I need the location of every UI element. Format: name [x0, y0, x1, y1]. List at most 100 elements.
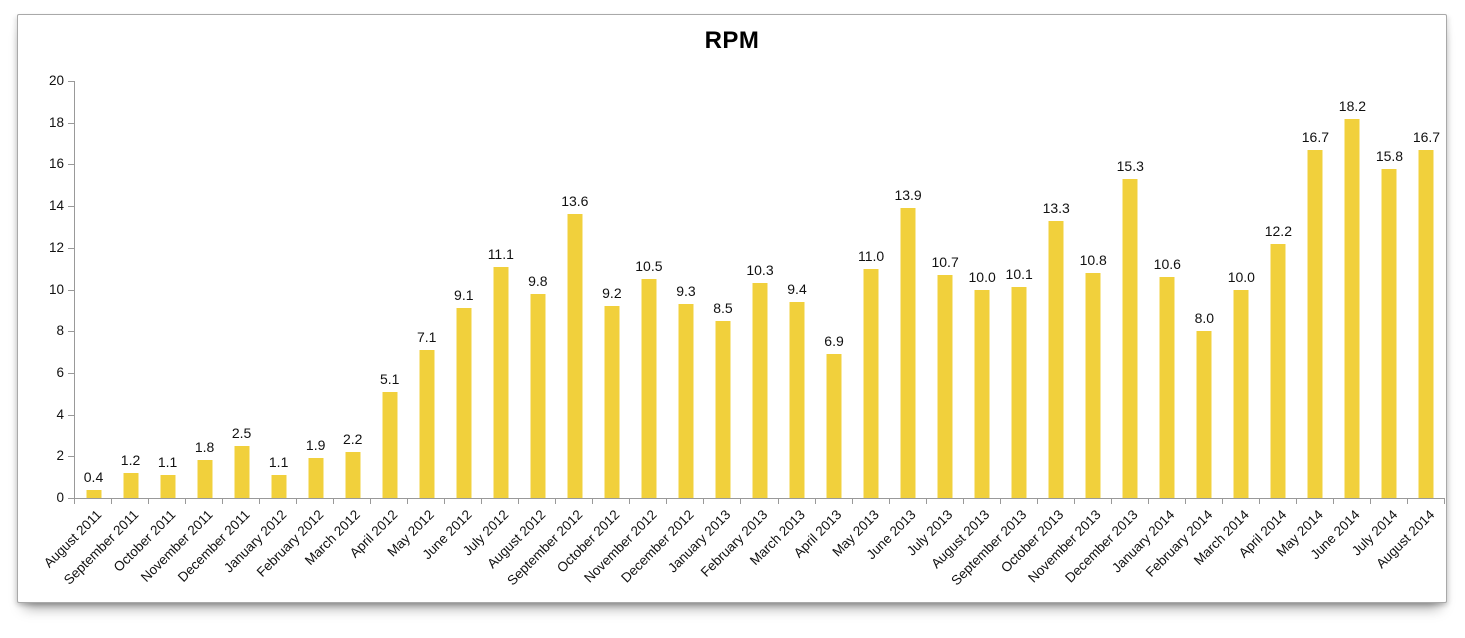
- bar-value-label: 10.1: [1005, 266, 1033, 283]
- bar: [1307, 149, 1323, 498]
- bar: [1159, 277, 1175, 498]
- bar-value-label: 0.4: [83, 468, 104, 485]
- bar-slot: 9.8 August 2012: [484, 81, 556, 572]
- bar-slot: 13.9 June 2013: [864, 81, 927, 562]
- bar-slot: 8.5 January 2013: [665, 81, 741, 576]
- bar-value-label: 1.8: [194, 439, 215, 456]
- bar-value-label: 10.0: [968, 268, 996, 285]
- bar-slot: 15.8 July 2014: [1349, 81, 1408, 559]
- bar: [456, 308, 472, 498]
- bar: [1344, 118, 1360, 498]
- bar: [789, 302, 805, 498]
- bar-slot: 10.6 January 2014: [1109, 81, 1186, 575]
- y-tick: [68, 206, 74, 208]
- bar: [826, 354, 842, 498]
- bar-slot: 10.0 March 2014: [1191, 81, 1260, 569]
- bar-slot: 9.2 October 2012: [554, 81, 630, 575]
- y-tick-label: 2: [56, 448, 64, 464]
- plot-area: 0 2 4 6 8 10 12 14 16 18 20 0.4 August 2011 1.2 Septem…: [41, 73, 1445, 588]
- bar-value-label: 13.3: [1042, 199, 1070, 216]
- bar: [604, 306, 620, 498]
- bar: [160, 475, 176, 498]
- bar: [974, 289, 990, 498]
- y-tick-label: 14: [48, 198, 64, 214]
- x-tick: [185, 498, 187, 504]
- bar-value-label: 13.9: [894, 187, 922, 204]
- bar-slot: 12.2 April 2014: [1235, 81, 1297, 561]
- bar: [419, 349, 435, 498]
- bar: [1048, 220, 1064, 498]
- bar-slot: 6.9 April 2013: [791, 81, 853, 560]
- bar-value-label: 1.1: [157, 454, 178, 471]
- bar: [863, 268, 879, 498]
- bar-slot: 16.7 August 2014: [1373, 81, 1445, 571]
- y-tick-label: 20: [48, 73, 64, 88]
- x-tick: [962, 498, 964, 504]
- bar-slot: 1.9 February 2012: [254, 81, 334, 579]
- x-tick: [148, 498, 150, 504]
- bar-slot: 9.4 March 2013: [747, 81, 816, 568]
- x-tick: [259, 498, 261, 504]
- bar-slot: 11.0 May 2013: [829, 81, 890, 560]
- x-tick: [111, 498, 113, 504]
- bar-value-label: 10.0: [1227, 268, 1255, 285]
- bar-value-label: 10.7: [931, 253, 959, 270]
- bar: [86, 489, 101, 498]
- bar: [308, 458, 324, 498]
- y-tick-label: 12: [48, 239, 64, 255]
- bar: [234, 445, 250, 498]
- bar-slot: 13.3 October 2013: [998, 81, 1075, 576]
- x-tick: [740, 498, 742, 504]
- bar-value-label: 9.3: [676, 283, 696, 300]
- y-tick-label: 4: [56, 406, 64, 422]
- bar-slot: 5.1 April 2012: [347, 81, 408, 561]
- bar: [123, 472, 139, 498]
- bar: [197, 460, 213, 498]
- bar-slot: 2.2 March 2012: [302, 81, 371, 568]
- bar-slot: 10.3 February 2013: [698, 81, 778, 579]
- x-tick: [518, 498, 520, 504]
- y-tick-label: 6: [56, 364, 64, 380]
- x-tick: [851, 498, 853, 504]
- bar-value-label: 6.9: [824, 333, 844, 350]
- bar-value-label: 10.5: [635, 258, 663, 275]
- bar-slot: 10.0 August 2013: [929, 81, 1001, 572]
- y-tick: [68, 164, 74, 166]
- bar-value-label: 11.0: [857, 247, 885, 264]
- y-tick: [68, 456, 74, 458]
- bar-value-label: 1.9: [305, 437, 326, 454]
- bar-value-label: 9.4: [787, 281, 807, 298]
- bar: [493, 266, 509, 498]
- bar-slot: 1.8 November 2011: [137, 81, 223, 584]
- bar-value-label: 8.5: [713, 299, 733, 316]
- bar: [1122, 179, 1138, 498]
- bar-value-label: 16.7: [1412, 128, 1441, 145]
- bar-slot: 9.1 June 2012: [419, 81, 482, 562]
- bar-value-label: 15.8: [1375, 147, 1404, 164]
- bar-slot: 0.4 August 2011: [41, 81, 112, 571]
- bar-slot: 13.6 September 2012: [504, 81, 593, 588]
- y-tick: [68, 81, 74, 82]
- bar: [715, 320, 731, 498]
- x-tick: [1221, 498, 1223, 504]
- x-tick: [592, 498, 594, 504]
- x-tick: [1444, 498, 1445, 504]
- bar-value-label: 10.3: [746, 262, 774, 279]
- x-tick: [1332, 498, 1334, 504]
- bar-slot: 1.2 September 2011: [61, 81, 149, 588]
- bar-slot: 1.1 October 2011: [110, 81, 186, 575]
- bar: [641, 279, 657, 498]
- x-tick: [999, 498, 1001, 504]
- bar-slot: 10.5 November 2012: [581, 81, 667, 585]
- x-tick: [296, 498, 298, 504]
- y-tick-label: 18: [48, 114, 64, 130]
- bar: [1381, 168, 1397, 498]
- x-tick: [333, 498, 335, 504]
- bar-value-label: 10.8: [1079, 251, 1107, 268]
- x-tick: [1147, 498, 1149, 504]
- bar-value-label: 9.1: [454, 287, 474, 304]
- y-tick: [68, 122, 74, 124]
- y-tick: [68, 331, 74, 333]
- bar-slot: 10.8 November 2013: [1025, 81, 1112, 586]
- bar: [382, 391, 398, 498]
